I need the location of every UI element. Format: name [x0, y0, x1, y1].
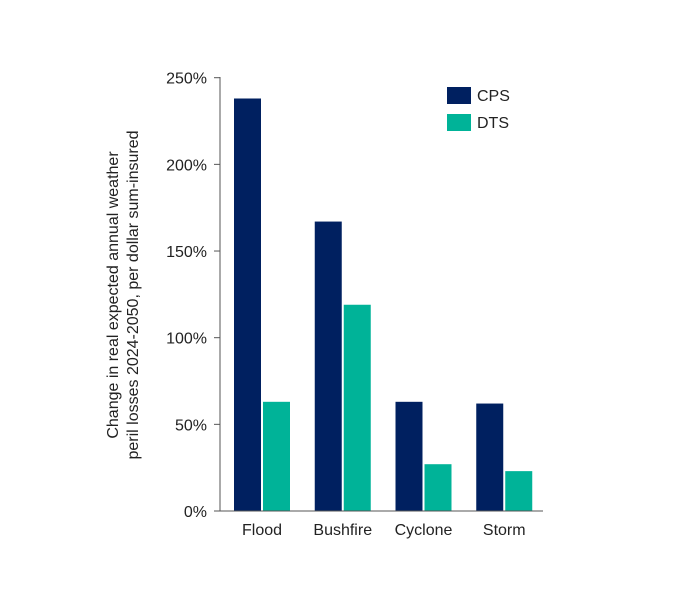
bar-cyclone-cps	[395, 401, 423, 511]
y-tick-label: 0%	[184, 504, 207, 521]
x-tick-label: Bushfire	[313, 522, 372, 539]
y-axis-label-line-1: Change in real expected annual weather	[105, 151, 122, 439]
legend-swatch-dts	[447, 114, 471, 131]
bar-bushfire-cps	[314, 221, 342, 511]
y-tick-label: 150%	[166, 244, 207, 261]
legend-label-dts: DTS	[477, 115, 509, 132]
y-tick-label: 200%	[166, 157, 207, 174]
x-tick-label: Flood	[242, 522, 282, 539]
x-tick-label: Cyclone	[395, 522, 453, 539]
bar-bushfire-dts	[343, 304, 371, 511]
bar-cyclone-dts	[424, 464, 452, 511]
bar-flood-cps	[234, 98, 261, 511]
legend: CPS DTS	[447, 87, 510, 132]
bar-storm-dts	[505, 471, 533, 511]
y-axis-label: Change in real expected annual weather p…	[105, 130, 142, 459]
x-tick-label: Storm	[483, 522, 526, 539]
y-tick-label: 50%	[175, 417, 207, 434]
y-tick-label: 250%	[166, 71, 207, 88]
y-axis-label-line-2: peril losses 2024-2050, per dollar sum-i…	[125, 130, 142, 459]
bar-storm-cps	[476, 403, 504, 511]
y-tick-label: 100%	[166, 331, 207, 348]
legend-swatch-cps	[447, 87, 471, 104]
legend-label-cps: CPS	[477, 88, 510, 105]
bar-flood-dts	[263, 401, 290, 511]
